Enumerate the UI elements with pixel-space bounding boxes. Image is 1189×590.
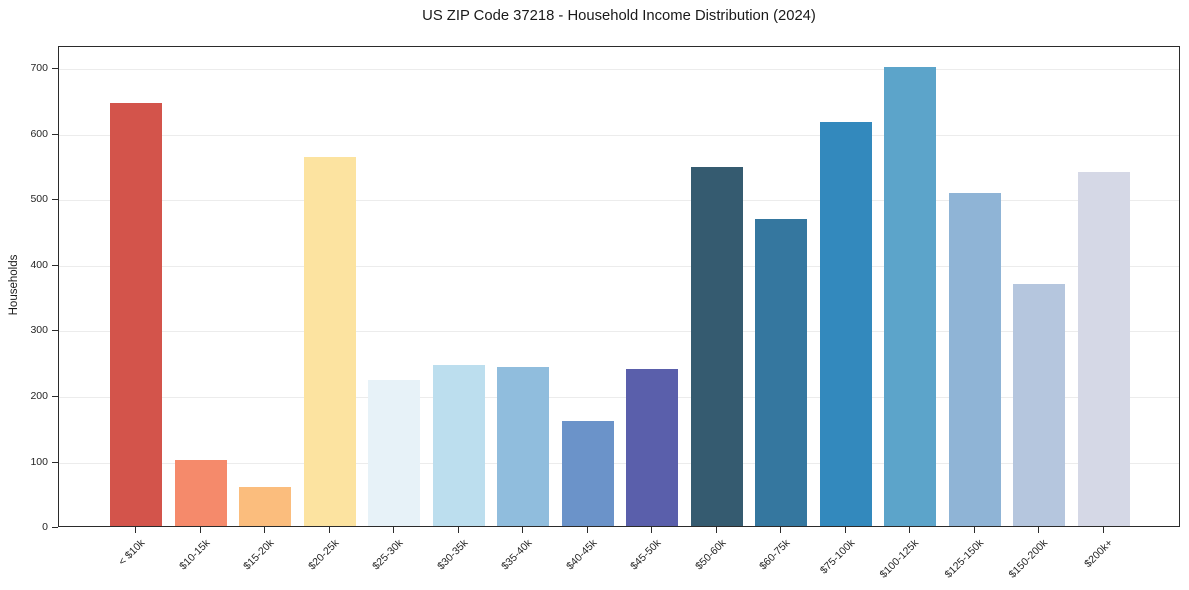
chart-title: US ZIP Code 37218 - Household Income Dis…: [422, 8, 816, 24]
y-tick: [52, 68, 58, 70]
bar-150-200k: [1013, 283, 1065, 526]
x-tick-label: $40-45k: [563, 537, 599, 573]
y-tick: [52, 330, 58, 332]
y-tick-label: 100: [30, 455, 48, 468]
bar-125-150k: [948, 193, 1001, 526]
bar-10-15k: [174, 459, 227, 526]
x-tick: [844, 527, 846, 533]
x-tick-label: $15-20k: [241, 537, 277, 573]
y-tick-label: 0: [42, 521, 48, 533]
y-tick-label: 500: [30, 193, 48, 206]
y-tick-label: 600: [30, 127, 48, 140]
x-tick: [651, 527, 652, 533]
bar-100-125k: [884, 67, 936, 526]
y-tick-label: 700: [30, 62, 48, 75]
x-tick: [715, 527, 717, 533]
x-tick: [199, 527, 201, 533]
y-tick: [52, 395, 58, 397]
x-tick: [457, 527, 459, 533]
bar-30-35k: [432, 365, 485, 526]
x-tick-label: $20-25k: [305, 537, 341, 573]
x-tick-label: $200k+: [1081, 537, 1115, 571]
y-tick: [52, 199, 58, 201]
bar-50-60k: [690, 166, 743, 526]
x-tick: [1102, 527, 1104, 533]
gridline-600: [59, 134, 1179, 136]
y-tick-label: 300: [30, 324, 48, 337]
x-tick: [135, 527, 136, 533]
gridline-500: [59, 200, 1179, 202]
bar-45-50k: [626, 369, 678, 526]
x-tick-label: $35-40k: [499, 537, 535, 573]
x-tick-label: $45-50k: [628, 537, 664, 573]
y-tick: [52, 133, 58, 135]
bar-200k+: [1077, 171, 1130, 526]
bar-10k: [110, 103, 162, 526]
gridline-700: [59, 69, 1179, 71]
y-tick: [52, 527, 58, 528]
x-tick-label: $150-200k: [1006, 537, 1051, 581]
gridline-100: [59, 462, 1179, 464]
x-tick-label: $25-30k: [370, 537, 406, 573]
bar-20-25k: [303, 157, 356, 526]
x-tick: [264, 527, 265, 533]
y-tick-label: 400: [30, 258, 48, 271]
y-tick: [52, 461, 58, 463]
x-tick-label: $50-60k: [692, 537, 728, 573]
x-tick: [1038, 527, 1039, 533]
bar-35-40k: [497, 367, 549, 526]
x-tick-label: $125-150k: [942, 537, 986, 581]
bar-15-20k: [239, 486, 291, 526]
x-tick-label: < $10k: [116, 537, 148, 568]
gridline-200: [59, 396, 1179, 398]
x-tick: [522, 527, 523, 533]
x-tick-label: $60-75k: [757, 537, 793, 573]
y-tick-label: 200: [30, 389, 48, 402]
x-tick-label: $10-15k: [176, 537, 212, 573]
y-axis-label: Households: [8, 254, 20, 316]
bar-75-100k: [819, 122, 872, 526]
x-tick-label: $30-35k: [434, 537, 470, 573]
gridline-300: [59, 331, 1179, 333]
x-tick: [328, 527, 330, 533]
plot-area: [58, 46, 1180, 527]
x-tick: [909, 527, 910, 533]
x-tick: [780, 527, 781, 533]
bar-25-30k: [368, 379, 420, 526]
bar-60-75k: [755, 219, 807, 526]
x-tick: [586, 527, 588, 533]
y-tick: [52, 264, 58, 266]
x-tick: [393, 527, 394, 533]
x-tick-label: $75-100k: [817, 537, 857, 577]
x-tick: [973, 527, 975, 533]
bar-40-45k: [561, 420, 614, 526]
gridline-400: [59, 265, 1179, 267]
x-tick-label: $100-125k: [877, 537, 922, 581]
